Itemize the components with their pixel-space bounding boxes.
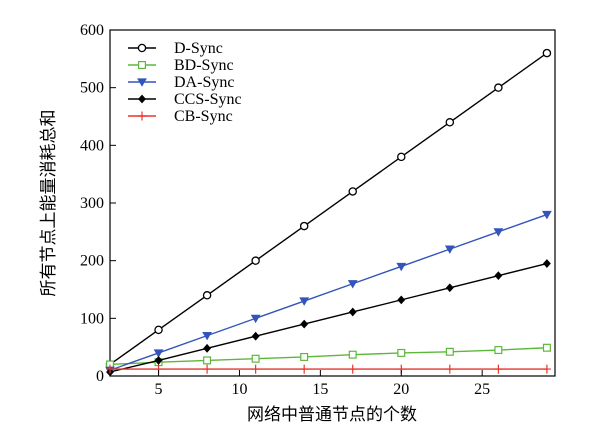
legend-label: D-Sync — [174, 40, 223, 57]
data-point-da-sync — [493, 228, 504, 237]
legend-item-ccs-sync: CCS-Sync — [128, 91, 242, 108]
y-tick-label: 200 — [80, 253, 104, 270]
y-tick-label: 100 — [80, 310, 104, 327]
series-bd-sync — [105, 343, 551, 369]
x-tick-label: 20 — [393, 381, 409, 398]
series-layer — [105, 48, 552, 377]
x-tick-label: 25 — [474, 381, 490, 398]
data-point-bd-sync — [300, 352, 309, 361]
data-point-cb-sync — [300, 364, 309, 374]
legend-marker — [137, 43, 147, 53]
data-point-bd-sync — [397, 348, 406, 357]
data-point-cb-sync — [494, 364, 503, 374]
data-point-da-sync — [202, 332, 212, 341]
series-line-d-sync — [109, 52, 548, 366]
series-ccs-sync — [106, 259, 551, 377]
x-axis-title: 网络中普通节点的个数 — [247, 405, 417, 425]
data-point-da-sync — [347, 280, 358, 289]
legend-marker — [138, 60, 147, 69]
data-point-cb-sync — [203, 364, 212, 374]
data-point-da-sync — [542, 210, 552, 220]
data-point-ccs-sync — [300, 319, 309, 329]
legend-marker — [138, 94, 146, 104]
data-point-d-sync — [542, 48, 552, 58]
legend-marker — [137, 78, 147, 87]
data-point-cb-sync — [445, 364, 454, 374]
data-point-cb-sync — [542, 364, 551, 374]
y-tick-label: 300 — [80, 195, 104, 212]
data-point-cb-sync — [348, 364, 357, 374]
data-point-da-sync — [396, 262, 407, 272]
legend-item-da-sync: DA-Sync — [128, 74, 234, 91]
y-tick-label: 500 — [80, 80, 104, 97]
data-point-bd-sync — [445, 347, 454, 356]
legend-label: BD-Sync — [174, 57, 234, 74]
data-point-d-sync — [251, 256, 260, 265]
data-point-bd-sync — [251, 354, 260, 363]
legend-item-bd-sync: BD-Sync — [128, 57, 234, 74]
data-point-d-sync — [397, 152, 406, 162]
y-tick-label: 400 — [80, 137, 104, 154]
data-point-ccs-sync — [251, 331, 260, 341]
axis-layer: 5 10 15 20 25 0 100 200 300 400 500 600 — [80, 22, 490, 398]
data-point-da-sync — [250, 314, 261, 324]
data-point-ccs-sync — [397, 295, 406, 305]
legend-label: DA-Sync — [174, 74, 234, 91]
y-tick-label: 600 — [80, 22, 104, 39]
legend-label: CB-Sync — [174, 108, 233, 125]
series-line-bd-sync — [109, 347, 547, 366]
legend-item-cb-sync: CB-Sync — [128, 108, 233, 125]
data-point-ccs-sync — [494, 271, 503, 281]
data-point-da-sync — [299, 297, 310, 306]
legend-marker — [138, 111, 146, 121]
data-point-ccs-sync — [348, 307, 357, 317]
data-point-cb-sync — [251, 364, 260, 374]
series-line-ccs-sync — [109, 262, 548, 373]
data-point-ccs-sync — [445, 283, 454, 293]
x-tick-label: 15 — [312, 381, 328, 398]
series-da-sync — [105, 210, 552, 376]
data-point-d-sync — [494, 83, 503, 92]
data-point-d-sync — [299, 221, 309, 231]
y-axis-title: 所有节点上能量消耗总和 — [39, 110, 59, 297]
data-point-bd-sync — [203, 356, 212, 365]
legend-item-d-sync: D-Sync — [128, 40, 223, 57]
data-point-ccs-sync — [154, 356, 163, 365]
legend-label: CCS-Sync — [174, 91, 242, 108]
data-point-d-sync — [154, 325, 163, 335]
data-point-d-sync — [348, 187, 357, 196]
data-point-d-sync — [445, 118, 455, 127]
series-line-da-sync — [109, 213, 548, 371]
data-point-bd-sync — [348, 350, 357, 359]
data-point-bd-sync — [542, 343, 551, 352]
data-point-ccs-sync — [203, 343, 212, 353]
data-point-d-sync — [202, 291, 212, 300]
series-cb-sync — [106, 364, 551, 374]
data-point-da-sync — [444, 245, 455, 254]
x-tick-label: 5 — [155, 381, 163, 398]
data-point-bd-sync — [494, 346, 503, 355]
data-point-da-sync — [153, 349, 164, 358]
data-point-cb-sync — [106, 364, 114, 374]
y-tick-label: 0 — [96, 368, 104, 385]
data-point-ccs-sync — [542, 259, 551, 268]
x-tick-label: 10 — [231, 381, 247, 398]
